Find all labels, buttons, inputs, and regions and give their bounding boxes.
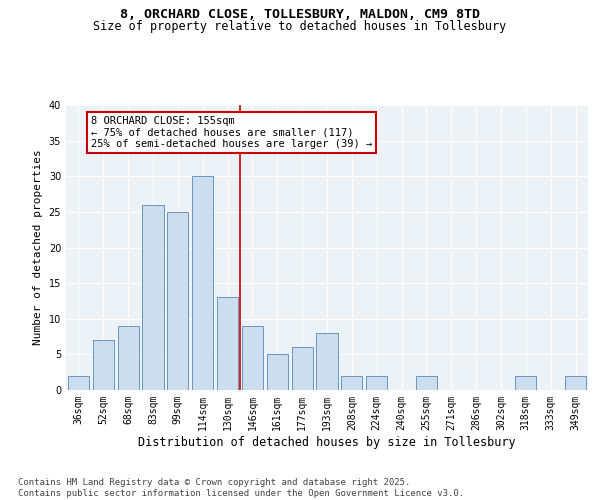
Bar <box>118 326 139 390</box>
Bar <box>167 212 188 390</box>
Text: Size of property relative to detached houses in Tollesbury: Size of property relative to detached ho… <box>94 20 506 33</box>
Bar <box>292 347 313 390</box>
Bar <box>416 376 437 390</box>
Bar <box>68 376 89 390</box>
Bar <box>565 376 586 390</box>
Bar <box>366 376 387 390</box>
Bar <box>267 354 288 390</box>
Bar <box>192 176 213 390</box>
Y-axis label: Number of detached properties: Number of detached properties <box>33 150 43 346</box>
Bar <box>316 333 338 390</box>
Bar <box>242 326 263 390</box>
Text: 8 ORCHARD CLOSE: 155sqm
← 75% of detached houses are smaller (117)
25% of semi-d: 8 ORCHARD CLOSE: 155sqm ← 75% of detache… <box>91 116 372 149</box>
Bar <box>341 376 362 390</box>
X-axis label: Distribution of detached houses by size in Tollesbury: Distribution of detached houses by size … <box>138 436 516 448</box>
Text: Contains HM Land Registry data © Crown copyright and database right 2025.
Contai: Contains HM Land Registry data © Crown c… <box>18 478 464 498</box>
Bar <box>217 298 238 390</box>
Text: 8, ORCHARD CLOSE, TOLLESBURY, MALDON, CM9 8TD: 8, ORCHARD CLOSE, TOLLESBURY, MALDON, CM… <box>120 8 480 20</box>
Bar <box>93 340 114 390</box>
Bar <box>515 376 536 390</box>
Bar <box>142 205 164 390</box>
